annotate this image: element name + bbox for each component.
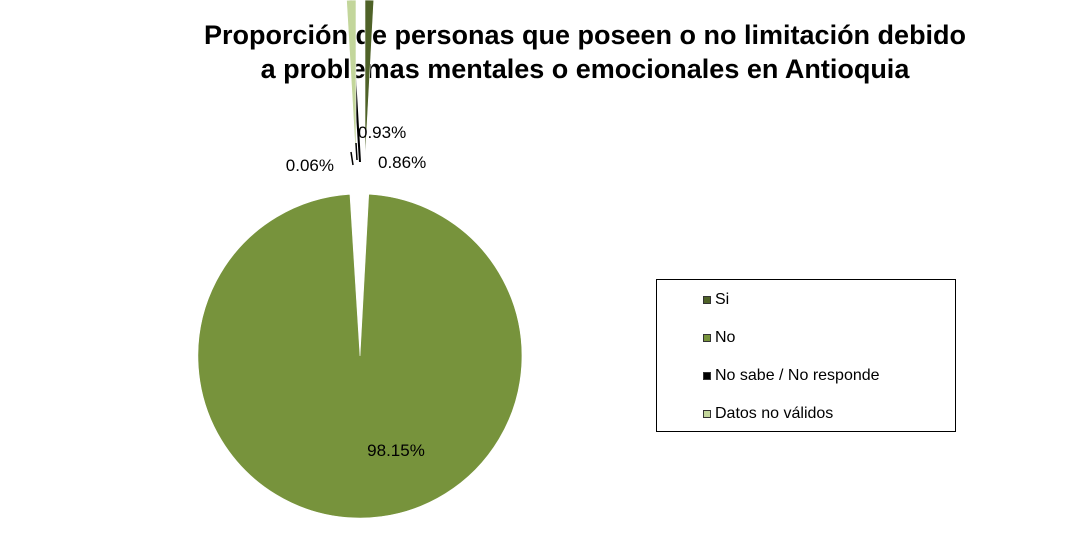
data-label-no: 98.15% xyxy=(367,441,425,460)
legend-item-no-sabe: No sabe / No responde xyxy=(703,366,880,386)
legend-label-no-sabe: No sabe / No responde xyxy=(715,367,880,384)
data-label-datos-no-validos: 0.93% xyxy=(358,123,406,142)
chart-title-line-1: Proporción de personas que poseen o no l… xyxy=(203,20,967,50)
legend-item-datos-no-validos: Datos no válidos xyxy=(703,404,833,424)
legend-item-no: No xyxy=(703,328,735,348)
legend-swatch-si xyxy=(703,296,711,304)
legend-swatch-no xyxy=(703,334,711,342)
data-label-si: 0.86% xyxy=(378,153,426,172)
legend-swatch-no-sabe xyxy=(703,372,711,380)
legend-label-datos-no-validos: Datos no válidos xyxy=(715,405,834,422)
pie-slice-si xyxy=(364,0,375,163)
pie-slice-datos-no-validos xyxy=(346,0,357,163)
legend-swatch-datos-no-validos xyxy=(703,410,711,418)
legend-label-no: No xyxy=(715,329,736,346)
legend: Si No No sabe / No responde Datos no vál… xyxy=(656,279,956,432)
leader-line-datos-no-validos xyxy=(355,142,358,161)
legend-label-si: Si xyxy=(715,291,730,308)
leader-line-no-sabe xyxy=(350,151,354,166)
data-label-no-sabe: 0.06% xyxy=(286,156,334,175)
legend-item-si: Si xyxy=(703,290,729,310)
pie-slice-no xyxy=(197,193,523,519)
